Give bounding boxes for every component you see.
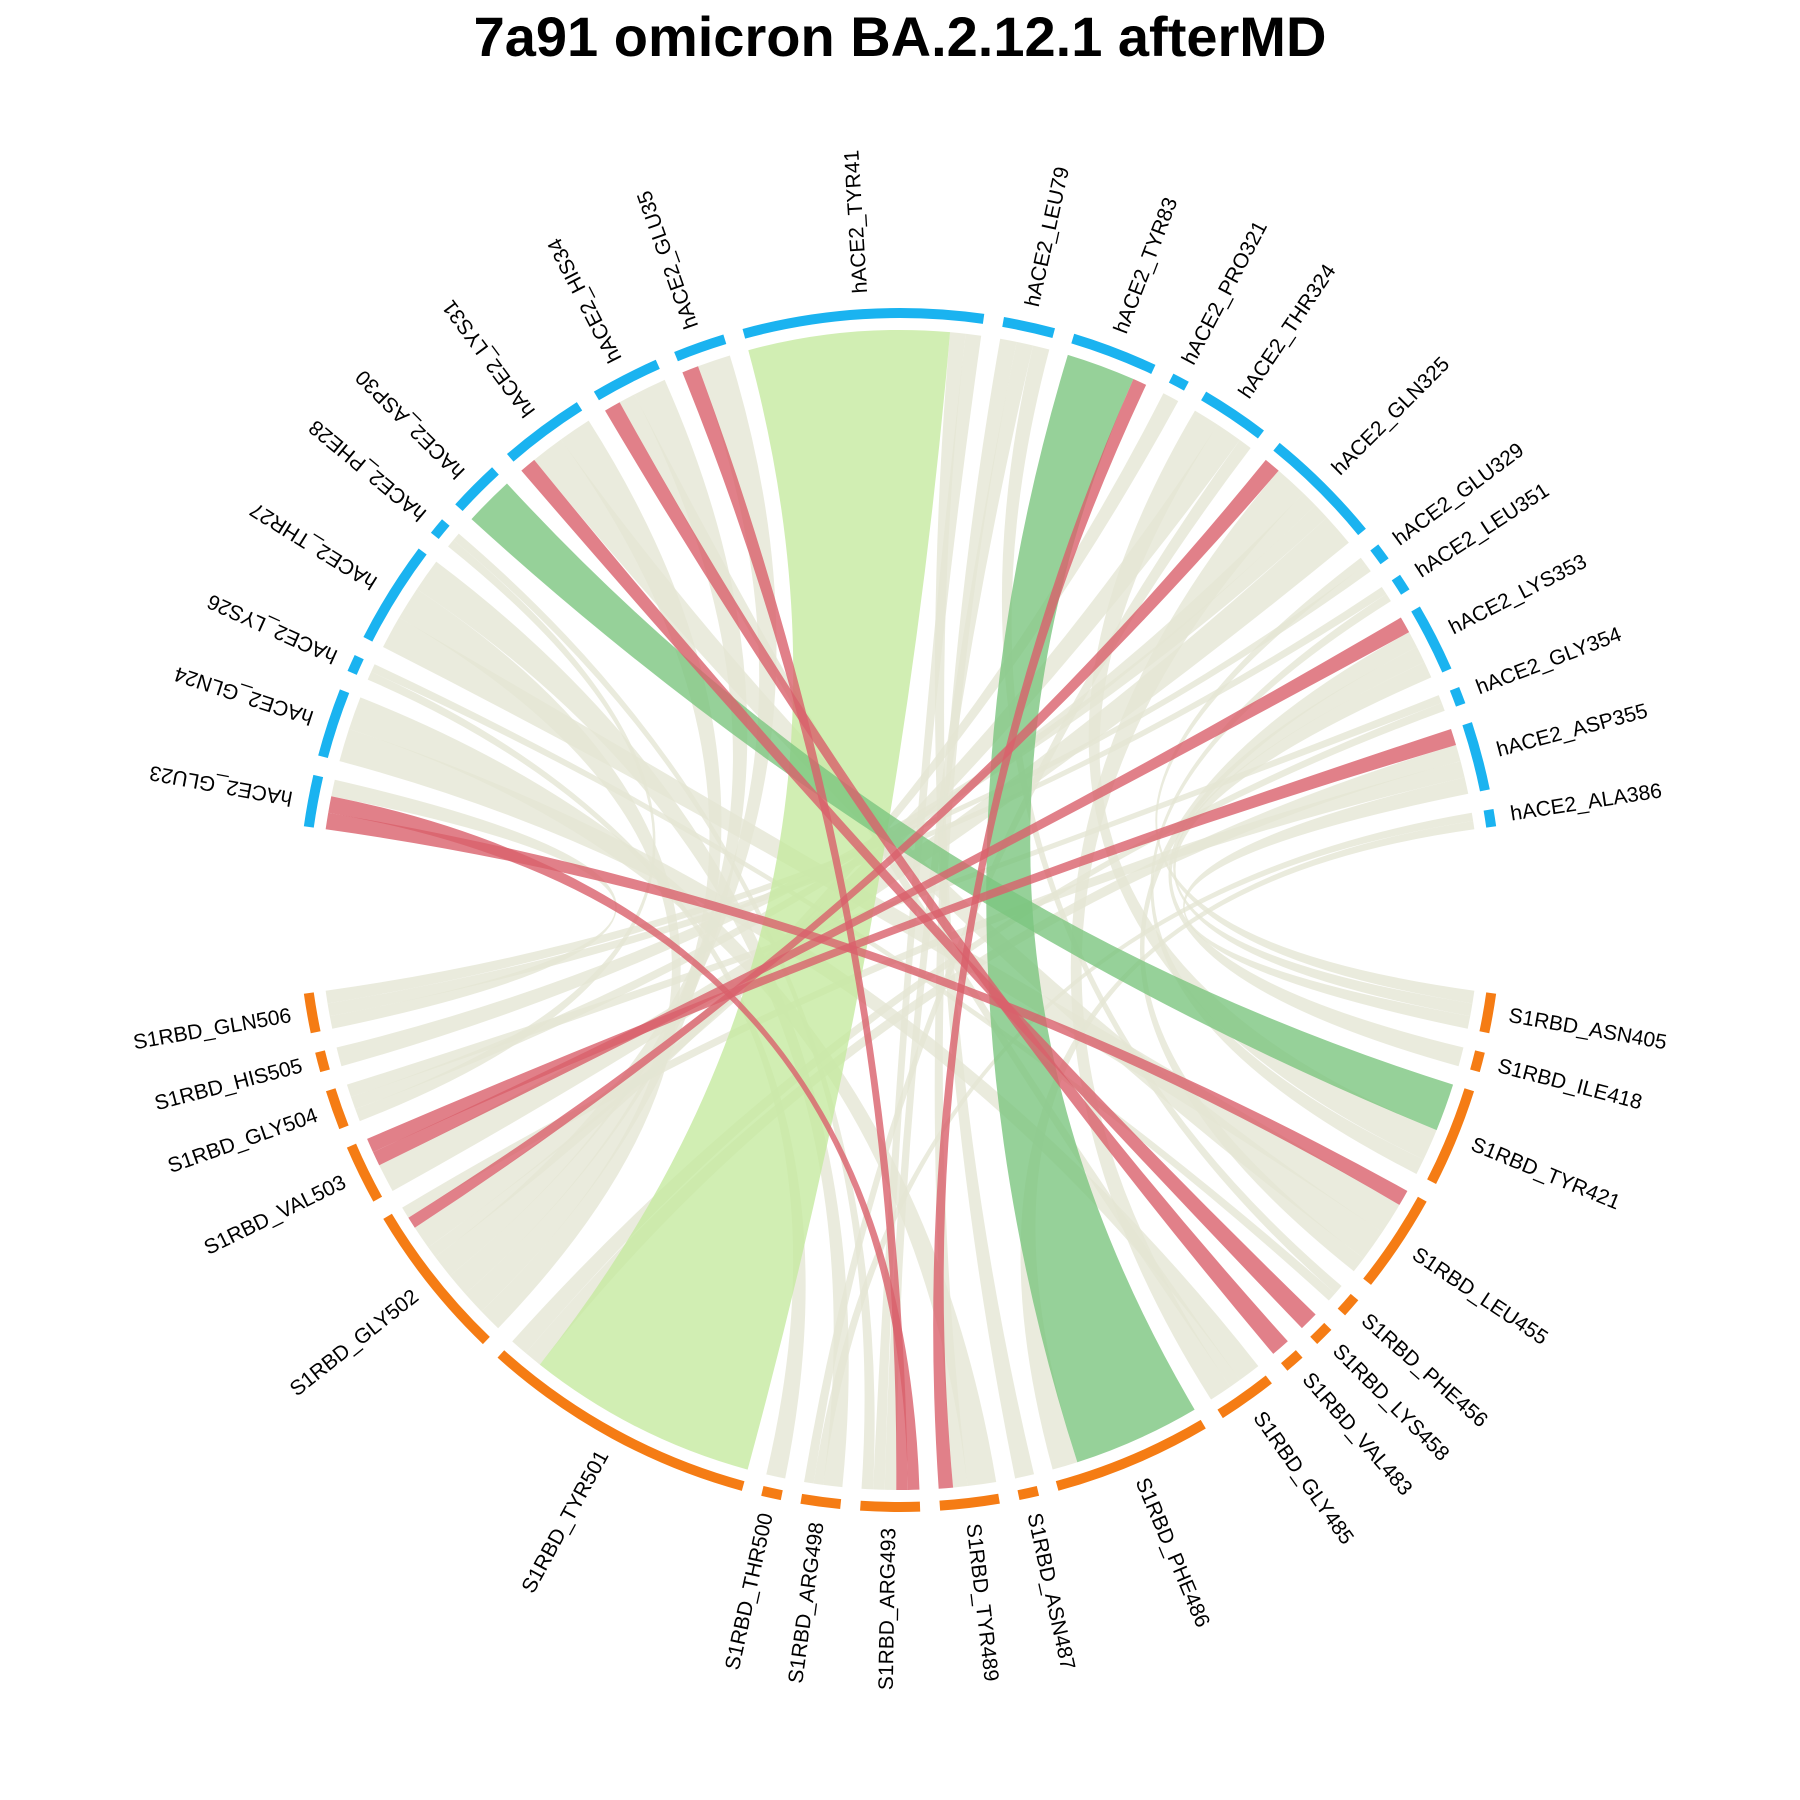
label-hACE2_LEU351: hACE2_LEU351 bbox=[1411, 479, 1553, 582]
label-hACE2_LYS353: hACE2_LYS353 bbox=[1445, 550, 1590, 639]
label-hACE2_TYR41: hACE2_TYR41 bbox=[840, 149, 872, 294]
sector-S1RBD_TYR421 bbox=[1427, 1088, 1475, 1184]
sector-hACE2_GLY354 bbox=[1449, 686, 1466, 707]
sector-S1RBD_ASN405 bbox=[1479, 992, 1497, 1034]
link-hACE2_LYS31-S1RBD_LYS458 bbox=[521, 459, 1316, 1329]
label-hACE2_GLN24: hACE2_GLN24 bbox=[171, 662, 316, 729]
label-S1RBD_ILE418: S1RBD_ILE418 bbox=[1495, 1054, 1644, 1114]
link-hACE2_TYR41-S1RBD_TYR501 bbox=[539, 329, 951, 1470]
label-S1RBD_ARG493: S1RBD_ARG493 bbox=[875, 1528, 901, 1691]
link-hACE2_GLY354-S1RBD_GLY504 bbox=[346, 695, 1442, 1097]
sector-S1RBD_HIS505 bbox=[315, 1050, 330, 1073]
sector-hACE2_THR27 bbox=[363, 548, 427, 642]
sector-hACE2_GLN325 bbox=[1273, 442, 1366, 536]
sectors-layer bbox=[303, 308, 1497, 1512]
sector-hACE2_GLU35 bbox=[674, 334, 727, 362]
link-hACE2_HIS34-S1RBD_VAL483 bbox=[605, 402, 1288, 1354]
sector-hACE2_TYR83 bbox=[1071, 333, 1156, 374]
sector-S1RBD_VAL503 bbox=[346, 1143, 383, 1202]
sector-hACE2_PRO321 bbox=[1168, 373, 1189, 391]
label-S1RBD_GLY504: S1RBD_GLY504 bbox=[165, 1104, 321, 1178]
label-hACE2_GLU23: hACE2_GLU23 bbox=[148, 761, 295, 810]
label-S1RBD_GLY502: S1RBD_GLY502 bbox=[286, 1285, 423, 1401]
sector-hACE2_ASP30 bbox=[455, 467, 499, 512]
sector-S1RBD_THR500 bbox=[761, 1486, 783, 1501]
link-hACE2_GLU329-S1RBD_ASN405 bbox=[1155, 557, 1475, 1004]
label-S1RBD_TYR501: S1RBD_TYR501 bbox=[517, 1447, 613, 1597]
label-hACE2_HIS34: hACE2_HIS34 bbox=[543, 234, 626, 366]
label-hACE2_LEU79: hACE2_LEU79 bbox=[1021, 165, 1074, 309]
label-S1RBD_TYR489: S1RBD_TYR489 bbox=[961, 1522, 1002, 1682]
link-hACE2_ASP30-S1RBD_TYR421 bbox=[471, 483, 1454, 1131]
sector-S1RBD_GLY504 bbox=[325, 1088, 349, 1130]
sector-hACE2_ALA386 bbox=[1483, 809, 1497, 828]
label-hACE2_GLU35: hACE2_GLU35 bbox=[633, 188, 703, 332]
sector-S1RBD_ARG498 bbox=[800, 1493, 842, 1510]
links-layer bbox=[325, 329, 1475, 1490]
label-hACE2_GLY354: hACE2_GLY354 bbox=[1473, 623, 1625, 699]
link-hACE2_TYR83-S1RBD_PHE486 bbox=[986, 354, 1195, 1463]
chart-title: 7a91 omicron BA.2.12.1 afterMD bbox=[473, 5, 1327, 68]
label-hACE2_GLN325: hACE2_GLN325 bbox=[1327, 353, 1454, 480]
label-hACE2_TYR83: hACE2_TYR83 bbox=[1109, 194, 1182, 336]
label-S1RBD_ARG498: S1RBD_ARG498 bbox=[784, 1521, 828, 1685]
sector-S1RBD_GLY485 bbox=[1217, 1375, 1272, 1419]
label-hACE2_PRO321: hACE2_PRO321 bbox=[1178, 217, 1272, 368]
sector-S1RBD_PHE456 bbox=[1337, 1293, 1359, 1316]
label-S1RBD_LYS458: S1RBD_LYS458 bbox=[1328, 1340, 1453, 1466]
sector-hACE2_LEU351 bbox=[1391, 574, 1410, 595]
link-hACE2_TYR41-S1RBD_ARG493 bbox=[873, 333, 982, 1490]
sector-hACE2_GLU329 bbox=[1370, 544, 1389, 565]
sector-S1RBD_ILE418 bbox=[1470, 1050, 1485, 1073]
label-S1RBD_VAL503: S1RBD_VAL503 bbox=[201, 1171, 350, 1260]
label-hACE2_ASP355: hACE2_ASP355 bbox=[1494, 699, 1650, 761]
label-hACE2_ALA386: hACE2_ALA386 bbox=[1509, 779, 1664, 825]
label-S1RBD_ASN405: S1RBD_ASN405 bbox=[1507, 1004, 1668, 1054]
sector-S1RBD_GLY502 bbox=[383, 1213, 490, 1345]
label-hACE2_LYS26: hACE2_LYS26 bbox=[204, 589, 341, 667]
label-S1RBD_LEU455: S1RBD_LEU455 bbox=[1408, 1243, 1552, 1350]
sector-hACE2_THR324 bbox=[1201, 391, 1264, 439]
label-S1RBD_PHE486: S1RBD_PHE486 bbox=[1131, 1474, 1214, 1630]
sector-hACE2_TYR41 bbox=[742, 308, 985, 339]
sector-S1RBD_PHE486 bbox=[1055, 1419, 1206, 1491]
sector-hACE2_PHE28 bbox=[430, 519, 450, 539]
sector-S1RBD_TYR501 bbox=[497, 1350, 745, 1491]
link-hACE2_THR27-S1RBD_GLY502 bbox=[399, 589, 681, 1329]
link-hACE2_GLU35-S1RBD_GLY502 bbox=[435, 355, 777, 1276]
label-S1RBD_HIS505: S1RBD_HIS505 bbox=[152, 1054, 305, 1115]
label-hACE2_THR27: hACE2_THR27 bbox=[246, 498, 381, 594]
sector-S1RBD_GLN506 bbox=[303, 992, 321, 1034]
sector-hACE2_LYS353 bbox=[1411, 606, 1452, 673]
sector-hACE2_HIS34 bbox=[593, 359, 660, 401]
link-hACE2_LYS353-S1RBD_VAL503 bbox=[372, 617, 1410, 1166]
sector-S1RBD_TYR489 bbox=[939, 1493, 1000, 1511]
sector-hACE2_ASP355 bbox=[1462, 722, 1490, 792]
sector-S1RBD_ASN487 bbox=[1017, 1485, 1040, 1501]
sector-S1RBD_ARG493 bbox=[860, 1500, 921, 1512]
sector-hACE2_LYS31 bbox=[506, 402, 583, 462]
label-hACE2_LYS31: hACE2_LYS31 bbox=[438, 296, 540, 422]
sector-hACE2_LEU79 bbox=[1002, 317, 1056, 338]
sector-hACE2_LYS26 bbox=[347, 654, 364, 675]
label-S1RBD_PHE456: S1RBD_PHE456 bbox=[1357, 1309, 1492, 1432]
label-S1RBD_GLN506: S1RBD_GLN506 bbox=[132, 1004, 293, 1054]
label-hACE2_THR324: hACE2_THR324 bbox=[1234, 260, 1340, 403]
sector-S1RBD_VAL483 bbox=[1280, 1350, 1303, 1371]
link-hACE2_ASP355-S1RBD_VAL503 bbox=[367, 728, 1457, 1153]
label-S1RBD_ASN487: S1RBD_ASN487 bbox=[1022, 1511, 1079, 1672]
label-S1RBD_THR500: S1RBD_THR500 bbox=[721, 1511, 778, 1672]
link-hACE2_ASP355-S1RBD_ASN405 bbox=[1183, 777, 1471, 1029]
sector-S1RBD_LYS458 bbox=[1310, 1322, 1332, 1345]
link-hACE2_GLN325-S1RBD_VAL503 bbox=[379, 517, 1349, 1191]
link-hACE2_TYR41-S1RBD_ASN487 bbox=[934, 332, 1035, 1479]
sector-S1RBD_LEU455 bbox=[1363, 1196, 1427, 1285]
label-S1RBD_TYR421: S1RBD_TYR421 bbox=[1468, 1133, 1624, 1215]
sector-hACE2_GLU23 bbox=[303, 774, 324, 828]
sector-hACE2_GLN24 bbox=[318, 689, 350, 759]
